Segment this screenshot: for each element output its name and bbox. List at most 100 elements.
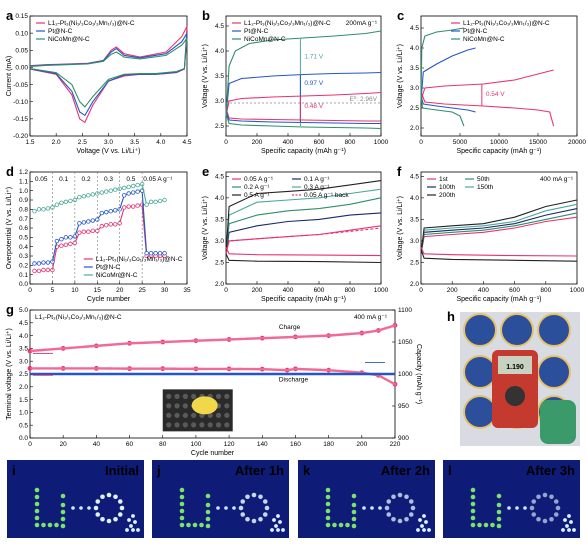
led-dot [186, 522, 191, 528]
y-tick-label: -0.20 [13, 133, 28, 140]
led-dot [34, 508, 40, 514]
series-line [225, 110, 381, 125]
photo-caption: After 1h [235, 463, 284, 478]
led-dot [386, 499, 392, 504]
data-point [108, 208, 113, 214]
panel-label: k [303, 463, 311, 478]
series-line [225, 113, 382, 130]
series-line [225, 30, 382, 117]
y-tick-label: 2.5 [410, 105, 419, 112]
x-tick-label: 40 [93, 441, 101, 448]
led-dot [179, 522, 185, 528]
led-dot [397, 492, 403, 498]
data-point [121, 205, 127, 210]
y-tick-label: 2.5 [215, 123, 224, 130]
data-point [63, 199, 69, 205]
legend-entry: Pt@N-C [48, 28, 73, 35]
data-point [113, 187, 118, 192]
series-line [420, 69, 554, 101]
y-axis-label: Voltage (V vs. Li/Li⁺) [202, 196, 209, 260]
led-dot [251, 492, 257, 498]
series-line [225, 71, 382, 117]
led-dot [325, 508, 331, 514]
led-dot [351, 493, 357, 499]
y-tick-label: 0.10 [15, 30, 28, 37]
led-dot [274, 524, 278, 528]
x-tick-label: 100 [190, 441, 201, 448]
x-tick-label: 160 [290, 441, 301, 448]
x-tick-label: 0 [419, 287, 423, 294]
led-dot [100, 516, 105, 522]
panel-label: h [447, 309, 455, 324]
legend-entry: 0.5 A g⁻¹ [244, 192, 270, 199]
led-dot [47, 522, 53, 528]
inset-led [182, 412, 188, 418]
inset-led [224, 403, 230, 409]
led-photo [443, 460, 580, 538]
series-line [34, 204, 165, 272]
y2-axis-label: Capacity (mAh g⁻¹) [415, 344, 422, 404]
x-tick-label: 2.0 [52, 139, 61, 146]
inset-led [191, 422, 197, 428]
x-tick-label: 600 [314, 287, 325, 294]
data-point [86, 229, 91, 234]
led-dot [34, 487, 40, 493]
led-dot [87, 506, 91, 510]
y-tick-label: 3.5 [19, 346, 28, 353]
y-tick-label: 4.0 [19, 333, 28, 340]
led-dot [205, 509, 211, 515]
led-dot [41, 522, 46, 528]
legend-entry: L1₂-Pt₃(Ni₁/₃Co₁/₃Mn₁/₃)@N-C [463, 20, 550, 27]
led-dot [351, 516, 357, 522]
led-dot [240, 512, 246, 517]
led-photo [7, 460, 144, 538]
led-dot [477, 522, 482, 528]
data-point [135, 203, 140, 208]
led-dot [422, 514, 426, 518]
inset-led [166, 422, 172, 428]
led-dot [325, 501, 331, 507]
data-point [77, 221, 82, 226]
plot-frame [420, 171, 578, 285]
data-point [157, 198, 163, 204]
legend-entry: NiCoMn@N-C [96, 272, 138, 279]
panel-label: c [397, 8, 404, 23]
series-line [420, 27, 464, 101]
y-tick-label: 0.6 [19, 225, 28, 232]
legend-entry: 100th [439, 184, 456, 191]
x-tick-label: 35 [183, 287, 191, 294]
y-axis-label: Voltage (V vs. Li/Li⁺) [397, 44, 404, 108]
y-tick-label: 2.0 [19, 384, 28, 391]
y-tick-label: 3.0 [410, 85, 419, 92]
led-dot [106, 518, 112, 524]
glove-hand [540, 400, 576, 444]
data-point [162, 197, 167, 203]
plot-frame [420, 15, 578, 137]
y-tick-label: 3.0 [215, 238, 224, 245]
led-dot [95, 499, 101, 504]
series-line [225, 212, 382, 254]
inset-glow [191, 396, 218, 415]
led-dot [276, 528, 280, 532]
y-tick-label: 2.0 [410, 281, 419, 288]
data-point [81, 229, 87, 234]
data-point [68, 235, 73, 240]
x-tick-label: 2.5 [78, 139, 87, 146]
panel-a: 1.5 2.0 2.5 3.0 3.5 4.0 4.5 -0.20 -0.15 -0.10 -0.0… [6, 8, 192, 155]
y2-tick-label: 1000 [398, 371, 413, 378]
inset-led [215, 422, 222, 428]
led-dot [531, 512, 537, 517]
led-dot [131, 514, 135, 518]
inset-led [207, 422, 213, 428]
led-dot [95, 512, 101, 517]
data-point [45, 267, 51, 273]
led-dot [34, 501, 40, 507]
x-tick-label: 400 [283, 139, 294, 146]
data-point [41, 260, 46, 265]
led-dot [490, 522, 495, 528]
inset-led [182, 393, 188, 399]
x-tick-label: 0 [28, 287, 32, 294]
meter-reading: 1.190 [506, 364, 524, 371]
led-dot [531, 499, 537, 504]
y-axis-label: Current (mA) [6, 56, 13, 96]
